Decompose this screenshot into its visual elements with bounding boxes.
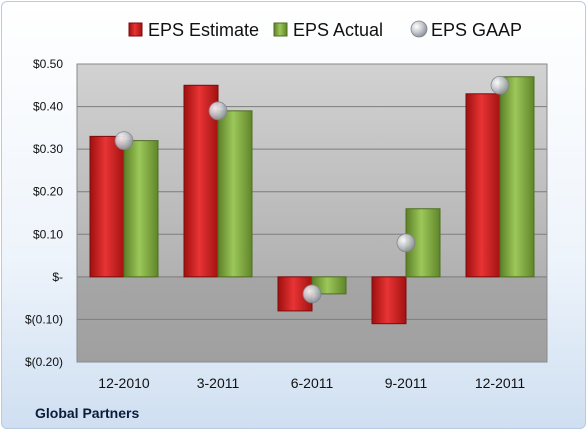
eps-estimate-bar: [465, 93, 501, 278]
y-tick-label: $0.40: [33, 100, 63, 114]
legend-swatch-gaap: [410, 20, 428, 38]
y-tick-label: $-: [52, 270, 63, 284]
eps-gaap-marker: [396, 233, 416, 253]
x-tick-label: 12-2010: [98, 375, 150, 391]
x-tick-label: 9-2011: [385, 375, 428, 391]
eps-actual-bar: [123, 140, 159, 278]
y-tick-label: $0.20: [33, 185, 63, 199]
eps-actual-bar: [499, 76, 535, 278]
eps-gaap-marker: [208, 101, 228, 121]
eps-gaap-marker: [490, 75, 510, 95]
company-name: Global Partners: [35, 405, 140, 421]
y-tick-label: $0.30: [33, 142, 63, 156]
legend-swatch-estimate: [128, 22, 143, 37]
eps-gaap-marker: [114, 131, 134, 151]
y-tick-label: $(0.20): [25, 355, 63, 369]
eps-estimate-bar: [89, 135, 125, 278]
plot-border: [76, 63, 548, 363]
eps-actual-bar: [217, 110, 253, 278]
x-tick-label: 12-2011: [475, 375, 526, 391]
legend-label: EPS Estimate: [148, 20, 259, 40]
eps-gaap-marker: [302, 284, 322, 304]
legend-label: EPS Actual: [293, 20, 383, 40]
y-tick-label: $(0.10): [25, 312, 63, 326]
legend-label: EPS GAAP: [431, 20, 522, 40]
x-tick-label: 3-2011: [197, 375, 240, 391]
eps-estimate-bar: [371, 276, 407, 325]
y-tick-label: $0.50: [33, 57, 63, 71]
legend-swatch-actual: [273, 22, 288, 37]
x-tick-label: 6-2011: [291, 375, 334, 391]
y-tick-label: $0.10: [33, 227, 63, 241]
